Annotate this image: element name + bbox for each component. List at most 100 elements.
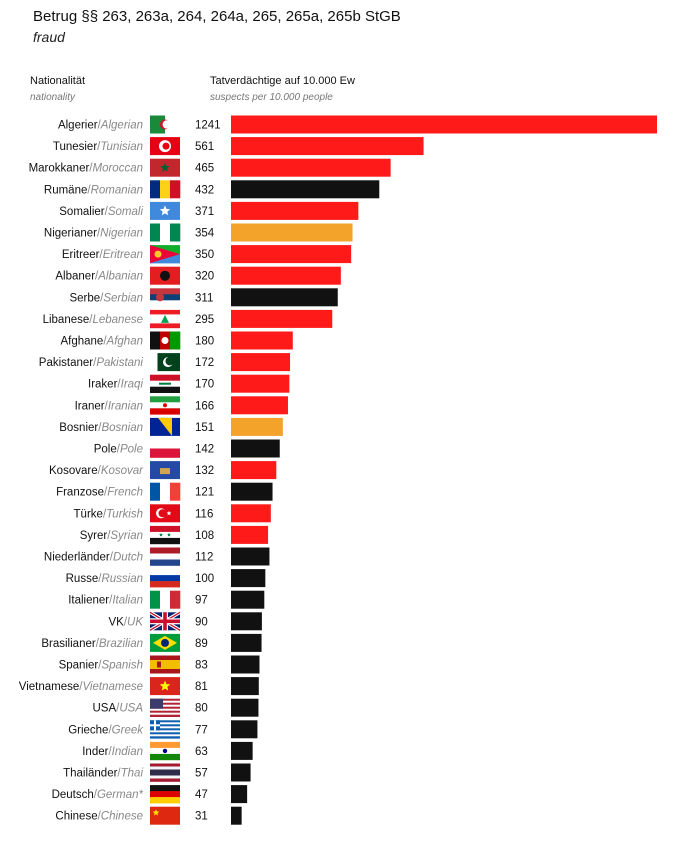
- flag-stripe: [170, 223, 181, 242]
- category-label-en: Chinese: [101, 811, 143, 823]
- flag-stripe: [150, 559, 180, 566]
- category-label-en: Romanian: [91, 184, 143, 196]
- category-label: Brasilianer/Brazilian: [41, 638, 143, 650]
- flag-stripe: [150, 720, 180, 723]
- category-label-en: Iraqi: [121, 379, 144, 391]
- flag-morocco-icon: [150, 158, 180, 177]
- bar: [231, 655, 260, 674]
- chart-row: Somalier/Somali 371: [59, 201, 359, 220]
- flag-stripe: [165, 115, 181, 134]
- chart-row: Franzose/French 121: [56, 482, 273, 501]
- category-label-de: Nigerianer: [44, 228, 97, 240]
- chart-row: Thailänder/Thai 57: [63, 763, 251, 782]
- category-label-de: Niederländer: [44, 552, 110, 564]
- category-label-slash: /: [104, 487, 108, 499]
- flag-stripe: [150, 525, 180, 533]
- category-label-en: Brazilian: [99, 638, 143, 650]
- flag-stripe: [150, 448, 180, 458]
- flag-stripe: [150, 797, 180, 804]
- category-label-slash: /: [103, 336, 107, 348]
- flag-star: [159, 680, 171, 691]
- bar: [231, 698, 259, 717]
- category-label-de: Thailänder: [63, 768, 118, 780]
- flag-stripe: [150, 712, 180, 715]
- category-label-en: Pakistani: [96, 357, 143, 369]
- flag-nigeria-icon: [150, 223, 181, 242]
- category-label-de: Brasilianer: [41, 638, 95, 650]
- flag-usa-icon: [150, 698, 180, 717]
- value-label: 320: [195, 271, 214, 283]
- category-label: Syrer/Syrian: [80, 530, 143, 542]
- bar: [231, 417, 283, 436]
- bar: [231, 677, 259, 696]
- flag-emblem: [160, 270, 170, 281]
- flag-stripe: [150, 734, 180, 737]
- flag-stripe: [150, 482, 161, 501]
- flag-stripe: [160, 590, 171, 609]
- value-label: 77: [195, 724, 208, 736]
- category-label: VK/UK: [108, 616, 144, 628]
- flag-stripe: [150, 753, 180, 761]
- category-label-de: Marokkaner: [29, 163, 90, 175]
- bar: [231, 482, 273, 501]
- value-label: 112: [195, 552, 213, 564]
- value-label: 350: [195, 249, 214, 261]
- value-label: 97: [195, 595, 208, 607]
- category-label-en: Russian: [101, 573, 143, 585]
- flag-stripe: [150, 115, 166, 134]
- chart-row: Albaner/Albanian 320: [55, 266, 341, 285]
- flag-stripe: [150, 331, 161, 350]
- category-label-de: Pole: [94, 444, 117, 456]
- flag-stripe: [170, 482, 181, 501]
- flag-stripe: [150, 386, 180, 393]
- flag-stripe: [170, 590, 181, 609]
- category-label-slash: /: [98, 422, 102, 434]
- category-label-slash: /: [98, 465, 102, 477]
- flag-italy-icon: [150, 590, 181, 609]
- flag-stripe: [150, 309, 180, 315]
- category-label-slash: /: [98, 573, 102, 585]
- flag-cedar: [161, 314, 169, 323]
- flag-part: [150, 353, 158, 372]
- category-label-slash: /: [117, 444, 121, 456]
- bar: [231, 158, 391, 177]
- category-label: Deutsch/German*: [52, 789, 144, 801]
- category-label-slash: /: [116, 703, 120, 715]
- category-label-en: Moroccan: [93, 163, 144, 175]
- flag-stripe: [150, 702, 180, 705]
- flag-stripe: [150, 730, 180, 733]
- category-label-en: French: [107, 487, 143, 499]
- flag-stripe: [150, 547, 180, 554]
- bar: [231, 331, 293, 350]
- category-label-slash: /: [103, 508, 107, 520]
- flag-stripe: [160, 180, 171, 199]
- category-label-en: Nigerian: [100, 228, 143, 240]
- flag-triangle: [150, 245, 180, 264]
- bar: [231, 266, 341, 285]
- category-label: Algerier/Algerian: [58, 120, 143, 132]
- chart-row: Kosovare/Kosovar 132: [49, 461, 277, 480]
- flag-stripe: [150, 732, 180, 735]
- category-label-en: German*: [97, 789, 144, 801]
- category-label-en: Bosnian: [101, 422, 143, 434]
- bar: [231, 590, 265, 609]
- category-label-en: Dutch: [113, 552, 143, 564]
- value-label: 100: [195, 573, 214, 585]
- flag-star: [160, 162, 170, 172]
- flag-stripe: [150, 553, 180, 560]
- flag-stripe: [150, 724, 180, 727]
- chart-row: Tunesier/Tunisian 561: [53, 137, 424, 156]
- flag-star: [166, 510, 172, 516]
- category-label: Libanese/Lebanese: [43, 314, 143, 326]
- flag-map: [160, 468, 170, 475]
- category-label-slash: /: [110, 552, 114, 564]
- category-label-en: Syrian: [110, 530, 143, 542]
- flag-star: [159, 205, 171, 216]
- flag-star: [167, 532, 171, 537]
- category-label-en: Vietnamese: [82, 681, 143, 693]
- flag-stripe: [150, 590, 161, 609]
- bar: [231, 201, 359, 220]
- category-label-slash: /: [97, 141, 101, 153]
- category-label-de: Algerier: [58, 120, 98, 132]
- flag-emblem: [163, 403, 167, 408]
